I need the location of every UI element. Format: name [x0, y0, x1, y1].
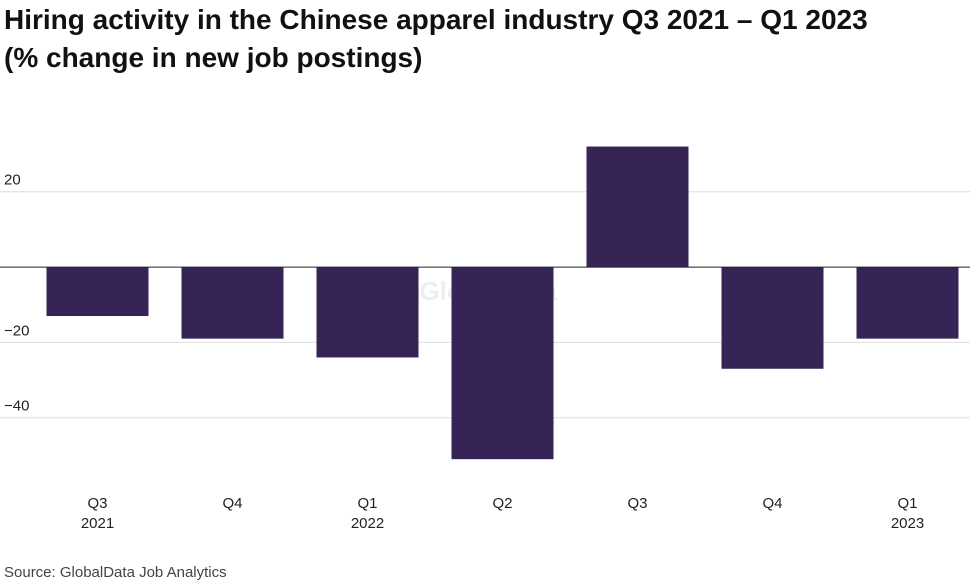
bar	[181, 267, 284, 339]
y-tick-label: 20	[4, 172, 21, 189]
y-tick-label: −20	[4, 322, 29, 339]
x-tick-label: Q4	[222, 495, 243, 512]
x-tick-label: Q2	[492, 495, 513, 512]
bar	[316, 267, 419, 358]
source: Source: GlobalData Job Analytics	[4, 564, 227, 581]
x-tick-label: Q1 2022	[350, 495, 385, 532]
x-tick-label: Q1 2023	[890, 495, 925, 532]
x-tick-label: Q4	[762, 495, 783, 512]
x-tick-label: Q3	[627, 495, 648, 512]
bar	[451, 267, 554, 460]
bar	[856, 267, 959, 339]
y-tick-label: −40	[4, 398, 29, 415]
x-tick-label: Q3 2021	[80, 495, 115, 532]
chart-subtitle: (% change in new job postings)	[4, 42, 423, 73]
bar	[46, 267, 149, 317]
chart-title: Hiring activity in the Chinese apparel i…	[4, 4, 868, 35]
bar	[721, 267, 824, 369]
bar	[586, 146, 689, 268]
